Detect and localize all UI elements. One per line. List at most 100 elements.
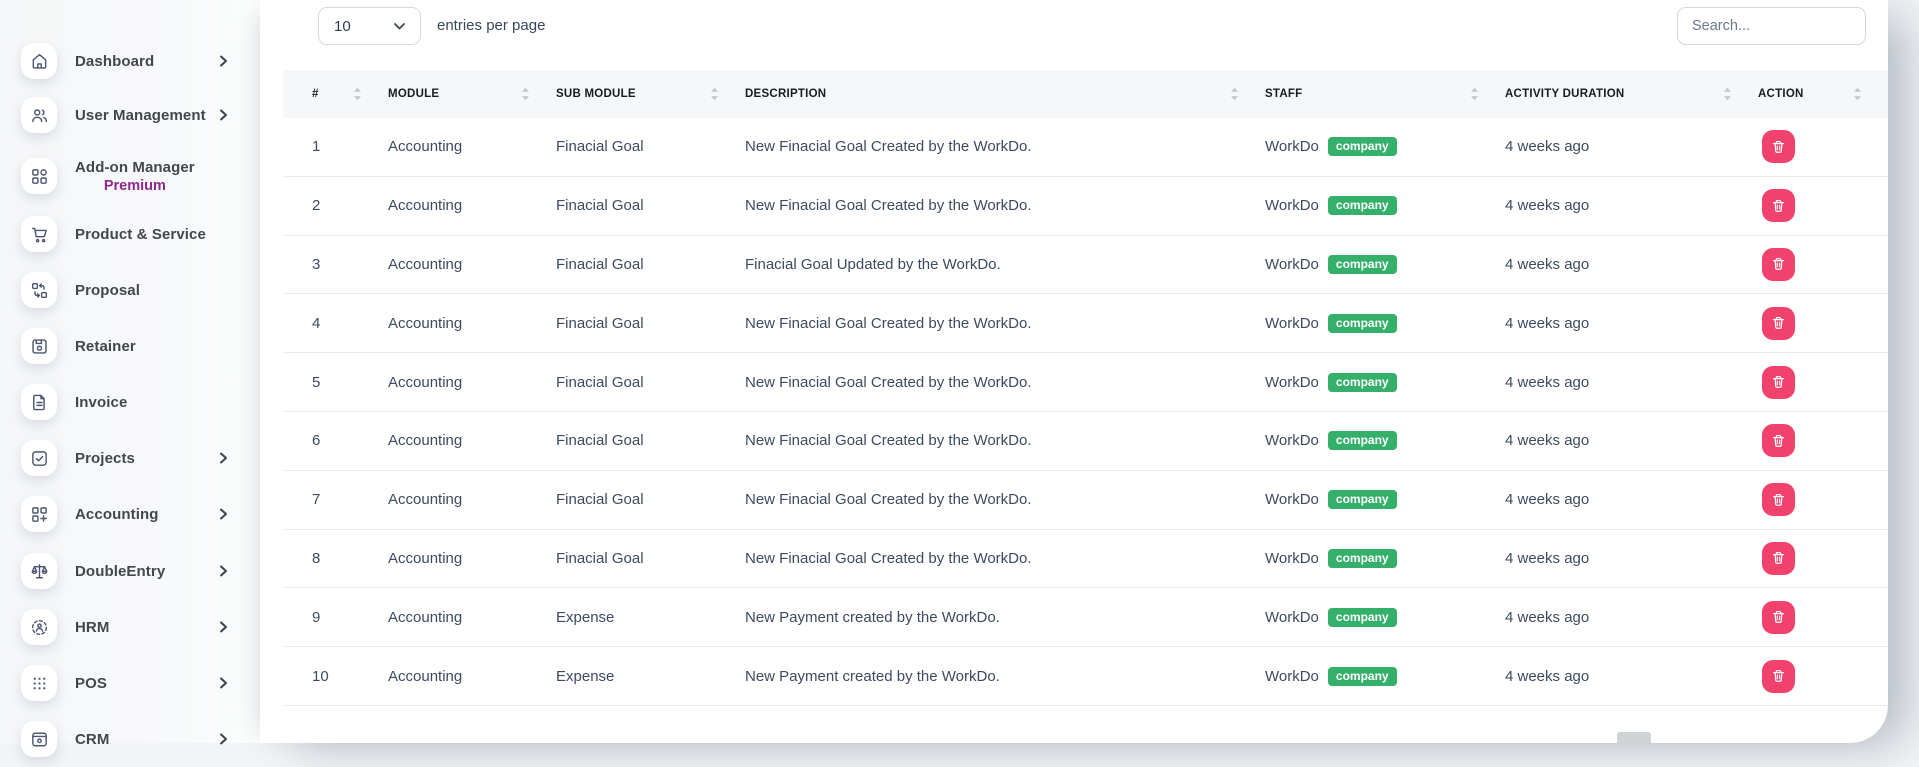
chevron-right-icon — [218, 452, 229, 464]
sidebar-item-crm[interactable]: CRM — [0, 711, 260, 767]
cell-description: New Payment created by the WorkDo. — [745, 667, 1000, 685]
column-header-activity-duration[interactable]: ACTIVITY DURATION — [1505, 70, 1758, 118]
delete-button[interactable] — [1762, 424, 1795, 458]
staff-name: WorkDo — [1265, 608, 1319, 626]
column-header-label: MODULE — [388, 88, 440, 100]
entries-per-page-select[interactable]: 10 — [318, 7, 421, 45]
sidebar-item-proposal[interactable]: Proposal — [0, 262, 260, 318]
sort-icon — [710, 87, 719, 102]
table-row: 6 Accounting Finacial Goal New Finacial … — [283, 411, 1888, 471]
delete-button[interactable] — [1762, 541, 1795, 575]
cell-action — [1758, 647, 1888, 705]
cell-activity-duration: 4 weeks ago — [1505, 667, 1590, 685]
cell-staff: WorkDo company — [1265, 236, 1505, 294]
sidebar-item-label: Invoice — [75, 393, 128, 411]
column-header-staff[interactable]: STAFF — [1265, 70, 1505, 118]
column-header-module[interactable]: MODULE — [388, 70, 556, 118]
sidebar-item-user-management[interactable]: User Management — [0, 87, 260, 143]
sidebar-item-sublabel: Premium — [103, 177, 166, 194]
table-header-row: # MODULE SUB MODULE DESCRIPTION STAFF AC… — [283, 70, 1888, 118]
cell-activity-duration: 4 weeks ago — [1505, 432, 1590, 450]
cell-activity-duration: 4 weeks ago — [1505, 608, 1590, 626]
sidebar-item-label: Accounting — [75, 505, 159, 523]
company-badge: company — [1327, 254, 1397, 274]
pagination-item-partial[interactable] — [1617, 732, 1651, 743]
sidebar-item-label: Dashboard — [75, 52, 155, 70]
cell-description: New Finacial Goal Created by the WorkDo. — [745, 314, 1032, 332]
cell-module: Accounting — [388, 314, 463, 332]
cell-module: Accounting — [388, 608, 463, 626]
trash-icon — [1771, 139, 1786, 155]
chevron-right-icon — [218, 677, 229, 689]
cell-staff: WorkDo company — [1265, 353, 1505, 411]
company-badge: company — [1327, 607, 1397, 627]
sidebar-item-accounting[interactable]: Accounting — [0, 486, 260, 542]
sidebar-item-add-on-manager[interactable]: Add-on Manager Premium — [0, 148, 260, 204]
column-header-sub-module[interactable]: SUB MODULE — [556, 70, 745, 118]
sidebar-item-invoice[interactable]: Invoice — [0, 374, 260, 430]
chevron-right-icon — [218, 55, 229, 67]
cell-number: 10 — [312, 667, 329, 685]
column-header-action[interactable]: ACTION — [1758, 70, 1888, 118]
delete-button[interactable] — [1762, 659, 1795, 693]
sidebar-item-projects[interactable]: Projects — [0, 430, 260, 486]
cell-activity-duration: 4 weeks ago — [1505, 138, 1590, 156]
cell-action — [1758, 236, 1888, 294]
column-header-label: ACTION — [1758, 88, 1804, 100]
cell-description: New Finacial Goal Created by the WorkDo. — [745, 491, 1032, 509]
delete-button[interactable] — [1762, 306, 1795, 340]
sidebar-item-retainer[interactable]: Retainer — [0, 318, 260, 374]
staff-name: WorkDo — [1265, 432, 1319, 450]
sort-icon — [521, 87, 530, 102]
delete-button[interactable] — [1762, 365, 1795, 399]
search-input[interactable] — [1677, 7, 1866, 45]
trash-icon — [1771, 550, 1786, 566]
sidebar-item-dashboard[interactable]: Dashboard — [0, 33, 260, 89]
cell-activity-duration: 4 weeks ago — [1505, 255, 1590, 273]
company-badge: company — [1327, 431, 1397, 451]
cell-action — [1758, 588, 1888, 646]
trash-icon — [1771, 668, 1786, 684]
cell-module: Accounting — [388, 549, 463, 567]
sort-icon — [353, 87, 362, 102]
sidebar-item-pos[interactable]: POS — [0, 655, 260, 711]
sidebar-item-product-service[interactable]: Product & Service — [0, 206, 260, 262]
staff-name: WorkDo — [1265, 373, 1319, 391]
cell-number: 8 — [312, 549, 321, 567]
chevron-right-icon — [218, 109, 229, 121]
trash-icon — [1771, 256, 1786, 272]
cell-sub-module: Finacial Goal — [556, 549, 644, 567]
staff-name: WorkDo — [1265, 255, 1319, 273]
delete-button[interactable] — [1762, 189, 1795, 223]
column-header-label: STAFF — [1265, 88, 1303, 100]
table-row: 3 Accounting Finacial Goal Finacial Goal… — [283, 235, 1888, 295]
cell-sub-module: Finacial Goal — [556, 432, 644, 450]
cell-staff: WorkDo company — [1265, 588, 1505, 646]
staff-name: WorkDo — [1265, 314, 1319, 332]
sidebar-item-label: Retainer — [75, 337, 136, 355]
cell-number: 6 — [312, 432, 321, 450]
cell-module: Accounting — [388, 667, 463, 685]
sidebar-item-doubleentry[interactable]: DoubleEntry — [0, 543, 260, 599]
cell-staff: WorkDo company — [1265, 118, 1505, 176]
cell-sub-module: Finacial Goal — [556, 491, 644, 509]
column-header-[interactable]: # — [283, 70, 388, 118]
trash-icon — [1771, 374, 1786, 390]
delete-button[interactable] — [1762, 130, 1795, 164]
delete-button[interactable] — [1762, 247, 1795, 281]
staff-name: WorkDo — [1265, 549, 1319, 567]
users-icon — [21, 97, 57, 133]
sort-icon — [1723, 87, 1732, 102]
save-disk-icon — [21, 328, 57, 364]
cell-staff: WorkDo company — [1265, 412, 1505, 470]
cell-number: 2 — [312, 197, 321, 215]
chevron-right-icon — [218, 508, 229, 520]
delete-button[interactable] — [1762, 483, 1795, 517]
entries-per-page-value: 10 — [334, 17, 351, 35]
trash-icon — [1771, 315, 1786, 331]
cell-module: Accounting — [388, 491, 463, 509]
delete-button[interactable] — [1762, 600, 1795, 634]
chevron-right-icon — [218, 565, 229, 577]
sidebar-item-hrm[interactable]: HRM — [0, 599, 260, 655]
column-header-description[interactable]: DESCRIPTION — [745, 70, 1265, 118]
